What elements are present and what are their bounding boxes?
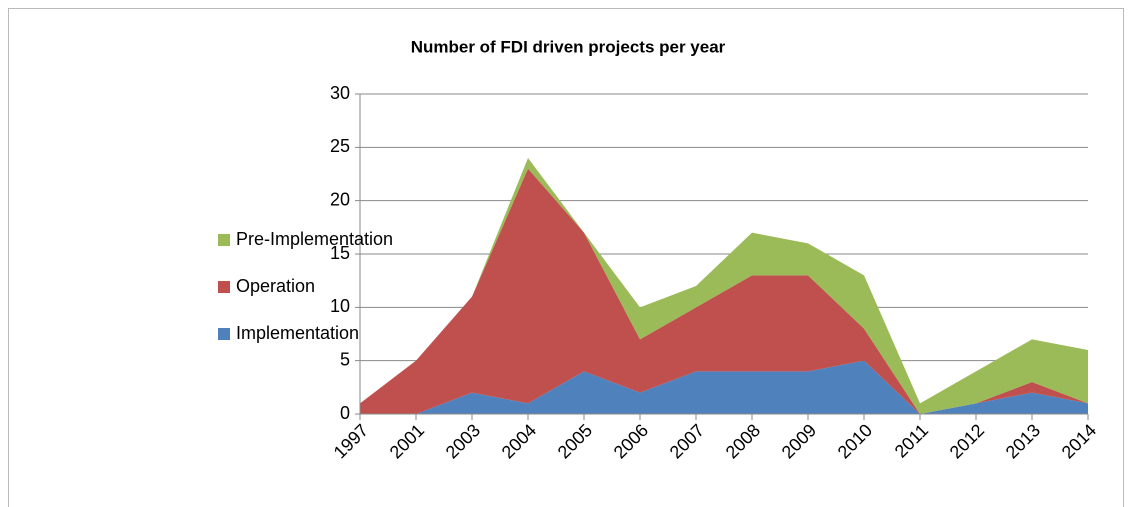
x-tick-label: 2001 — [386, 420, 428, 462]
y-tick-label: 25 — [330, 136, 350, 156]
x-tick-label: 2003 — [442, 420, 484, 462]
x-tick-label: 2005 — [554, 420, 596, 462]
legend-swatch — [218, 281, 230, 293]
x-tick-label: 2012 — [946, 420, 988, 462]
x-tick-label: 2007 — [666, 420, 708, 462]
legend-label: Pre-Implementation — [236, 229, 393, 249]
x-tick-label: 2006 — [610, 420, 652, 462]
chart-title: Number of FDI driven projects per year — [411, 37, 726, 56]
x-tick-label: 2008 — [722, 420, 764, 462]
y-tick-label: 10 — [330, 296, 350, 316]
x-tick-label: 2004 — [498, 420, 540, 462]
y-tick-label: 15 — [330, 243, 350, 263]
legend-label: Implementation — [236, 323, 359, 343]
y-tick-label: 20 — [330, 189, 350, 209]
chart-frame — [8, 8, 1124, 507]
legend-label: Operation — [236, 276, 315, 296]
area — [360, 360, 1088, 414]
x-tick-label: 1997 — [330, 420, 372, 462]
y-tick-label: 5 — [340, 349, 350, 369]
x-tick-label: 2009 — [778, 420, 820, 462]
y-tick-label: 0 — [340, 403, 350, 423]
legend-swatch — [218, 234, 230, 246]
y-tick-label: 30 — [330, 83, 350, 103]
x-tick-label: 2013 — [1002, 420, 1044, 462]
legend-swatch — [218, 328, 230, 340]
x-tick-label: 2010 — [834, 420, 876, 462]
x-tick-label: 2014 — [1058, 420, 1100, 462]
area — [360, 158, 1088, 414]
x-tick-label: 2011 — [891, 420, 933, 462]
